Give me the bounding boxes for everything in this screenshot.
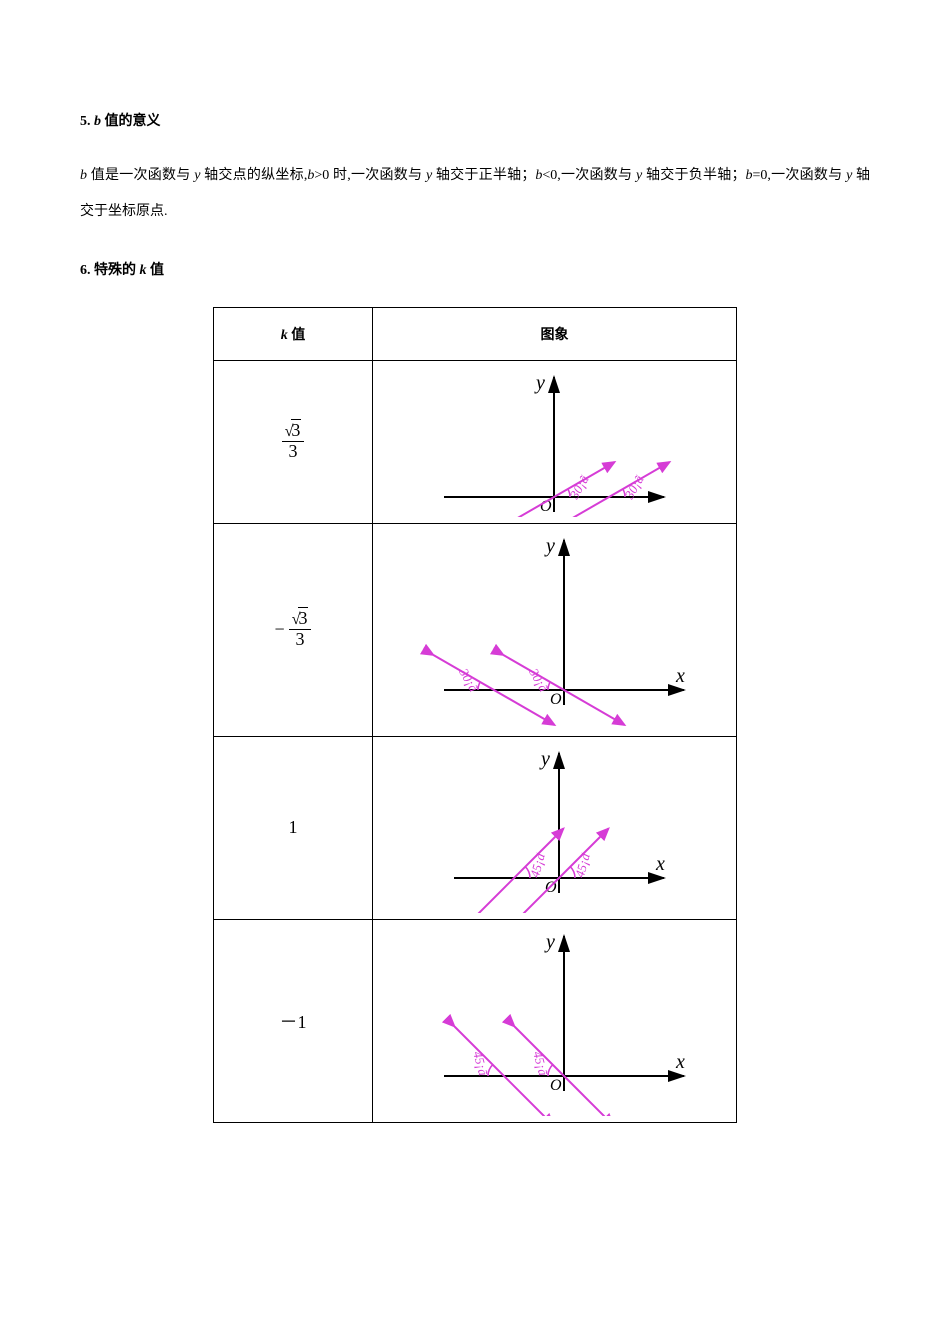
k-value-cell: 33 <box>214 360 373 523</box>
angle-label: 45¡ã <box>527 851 548 879</box>
graph-cell: yxO45¡ã45¡ã <box>372 736 736 919</box>
para-var-b1: b <box>80 168 87 183</box>
linear-function-graph: yxO45¡ã45¡ã <box>404 926 704 1116</box>
angle-label: 45¡ã <box>572 851 593 879</box>
section-var: k <box>140 263 147 278</box>
section-6-heading: 6. 特殊的 k 值 <box>80 259 870 279</box>
x-axis-label: x <box>675 1051 685 1073</box>
linear-function-graph: yxO30¡ã30¡ã <box>404 530 704 730</box>
angle-label: 45¡ã <box>471 1049 492 1077</box>
para-text: 轴交于负半轴； <box>642 168 745 183</box>
table-row: －1yxO45¡ã45¡ã <box>214 919 737 1122</box>
header-k-var: k <box>281 328 288 343</box>
graph-cell: yxO30¡ã30¡ã <box>372 523 736 736</box>
linear-function-graph: yO30¡ã30¡ã <box>404 367 704 517</box>
para-text: 轴交于正半轴； <box>432 168 535 183</box>
radicand: 3 <box>291 419 301 440</box>
angle-label: 45¡ã <box>531 1049 552 1077</box>
table-row: 1yxO45¡ã45¡ã <box>214 736 737 919</box>
table-header-row: k 值 图象 <box>214 307 737 360</box>
table-row: −33yxO30¡ã30¡ã <box>214 523 737 736</box>
x-axis-label: x <box>655 853 665 875</box>
section-title-pre: 特殊的 <box>94 263 140 278</box>
denominator: 3 <box>289 630 312 650</box>
origin-label: O <box>550 691 562 708</box>
document-page: 5. b 值的意义 b 值是一次函数与 y 轴交点的纵坐标, b >0 时,一次函数… <box>0 0 950 1183</box>
y-axis-label: y <box>544 931 555 953</box>
k-value-cell: 1 <box>214 736 373 919</box>
slope-line <box>465 828 564 912</box>
negative-sign: − <box>275 619 285 640</box>
section-number: 6. <box>80 263 94 278</box>
linear-function-graph: yxO45¡ã45¡ã <box>404 743 704 913</box>
section-5-heading: 5. b 值的意义 <box>80 110 870 130</box>
y-axis-label: y <box>539 748 550 770</box>
denominator: 3 <box>282 442 305 462</box>
graph-cell: yO30¡ã30¡ã <box>372 360 736 523</box>
x-axis-label: x <box>675 665 685 687</box>
graph-cell: yxO45¡ã45¡ã <box>372 919 736 1122</box>
section-var: b <box>94 114 101 129</box>
para-text: >0 时,一次函数与 <box>314 168 426 183</box>
fraction: 33 <box>282 421 305 462</box>
square-root: 3 <box>292 609 309 629</box>
numerator: 3 <box>282 421 305 442</box>
section-title-rest: 值的意义 <box>105 114 161 129</box>
section-title-rest: 值 <box>147 263 165 278</box>
k-value-cell: －1 <box>214 919 373 1122</box>
section-number: 5. <box>80 114 91 129</box>
header-image: 图象 <box>372 307 736 360</box>
k-value-cell: −33 <box>214 523 373 736</box>
section-5-paragraph: b 值是一次函数与 y 轴交点的纵坐标,b>0 时,一次函数与 y 轴交于正半轴… <box>80 158 870 231</box>
y-axis-label: y <box>534 372 545 394</box>
header-k-rest: 值 <box>288 328 306 343</box>
numerator: 3 <box>289 609 312 630</box>
origin-label: O <box>550 1077 562 1094</box>
para-text: 轴交点的纵坐标, <box>200 168 307 183</box>
fraction: 33 <box>289 609 312 650</box>
header-k: k 值 <box>214 307 373 360</box>
para-text: =0,一次函数与 <box>752 168 846 183</box>
y-axis-label: y <box>544 535 555 557</box>
radicand: 3 <box>298 607 308 628</box>
square-root: 3 <box>285 421 302 441</box>
k-value-table: k 值 图象 33yO30¡ã30¡ã−33yxO30¡ã30¡ã1yxO45¡… <box>213 307 737 1123</box>
table-row: 33 yO30¡ã30¡ã <box>214 360 737 523</box>
para-text: 值是一次函数与 <box>87 168 194 183</box>
para-text: <0,一次函数与 <box>542 168 636 183</box>
